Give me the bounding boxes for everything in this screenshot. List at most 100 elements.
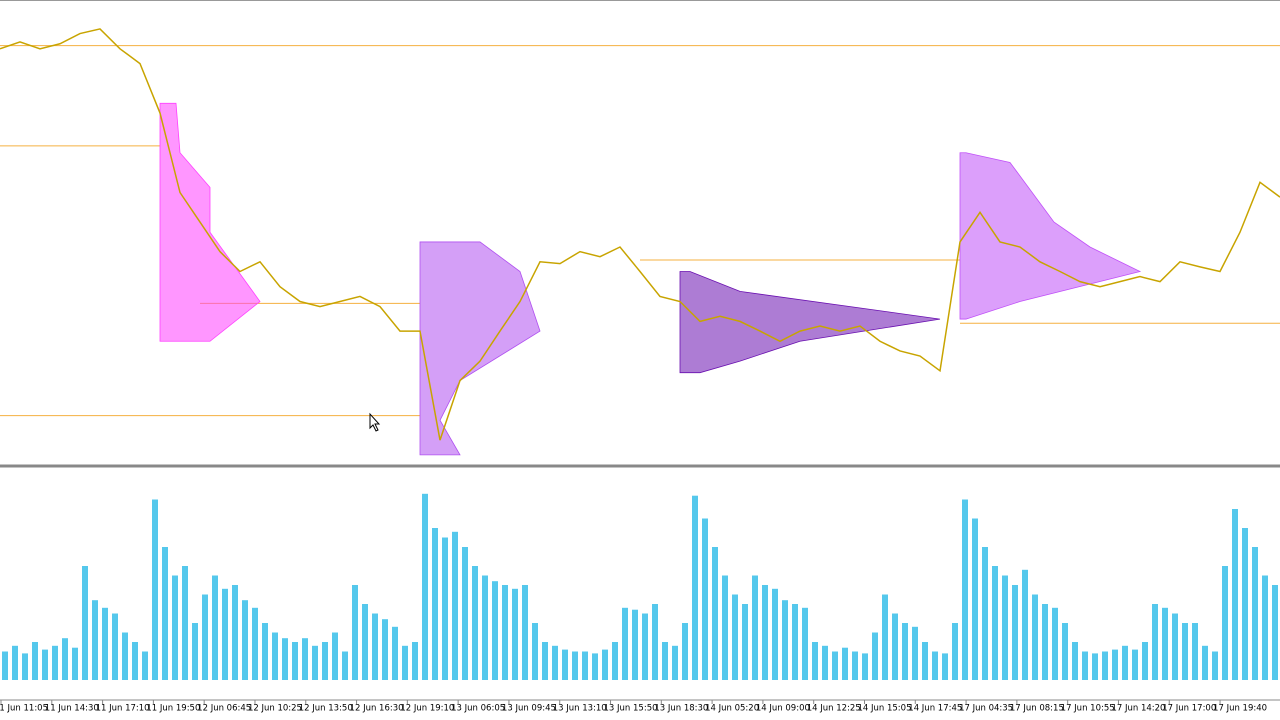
volume-bar xyxy=(1052,607,1058,680)
volume-bar xyxy=(482,575,488,680)
time-label: 17 Jun 10:55 xyxy=(1061,704,1115,714)
volume-bar xyxy=(302,638,308,680)
volume-bar xyxy=(612,642,618,680)
volume-bar xyxy=(1162,607,1168,680)
volume-bar xyxy=(682,623,688,680)
time-label: 17 Jun 17:00 xyxy=(1162,704,1216,714)
volume-bar xyxy=(502,585,508,680)
volume-bar xyxy=(522,585,528,680)
volume-bar xyxy=(832,651,838,680)
volume-bar xyxy=(622,607,628,680)
volume-bar xyxy=(1212,651,1218,680)
volume-bar xyxy=(962,499,968,680)
time-label: 17 Jun 08:15 xyxy=(1010,704,1064,714)
volume-bar xyxy=(882,594,888,680)
volume-bar xyxy=(862,653,868,680)
time-label: 12 Jun 13:50 xyxy=(299,704,353,714)
volume-bar xyxy=(462,547,468,680)
volume-bar xyxy=(1222,566,1228,680)
volume-bar xyxy=(752,575,758,680)
volume-bar xyxy=(92,600,98,680)
volume-bar xyxy=(912,626,918,680)
time-label: 12 Jun 10:25 xyxy=(248,704,302,714)
mouse-cursor xyxy=(369,412,381,432)
volume-bar xyxy=(442,537,448,680)
volume-profile xyxy=(159,102,261,342)
volume-bar xyxy=(362,604,368,680)
volume-bar xyxy=(422,493,428,680)
volume-profile xyxy=(679,271,941,374)
time-label: 17 Jun 19:40 xyxy=(1213,704,1267,714)
volume-bar xyxy=(182,566,188,680)
volume-bar xyxy=(662,642,668,680)
volume-bar xyxy=(22,653,28,680)
volume-bar xyxy=(342,651,348,680)
volume-bar xyxy=(572,651,578,680)
time-label: 14 Jun 05:20 xyxy=(705,704,759,714)
volume-bar xyxy=(1012,585,1018,680)
volume-bar xyxy=(352,585,358,680)
volume-bar xyxy=(1262,575,1268,680)
volume-bar xyxy=(72,647,78,680)
volume-bar xyxy=(1062,623,1068,680)
volume-bar xyxy=(782,600,788,680)
volume-bar xyxy=(1102,651,1108,680)
volume-bar xyxy=(402,645,408,680)
volume-bar xyxy=(312,645,318,680)
volume-bar xyxy=(642,613,648,680)
price-line xyxy=(0,28,1280,441)
volume-bar xyxy=(1032,594,1038,680)
time-label: 13 Jun 13:10 xyxy=(553,704,607,714)
volume-bar xyxy=(202,594,208,680)
volume-bar xyxy=(452,531,458,680)
volume-bar xyxy=(212,575,218,680)
time-label: 14 Jun 09:00 xyxy=(756,704,810,714)
time-label: 11 Jun 17:10 xyxy=(96,704,150,714)
time-label: 13 Jun 18:30 xyxy=(654,704,708,714)
time-label: 17 Jun 04:35 xyxy=(959,704,1013,714)
volume-bar xyxy=(322,642,328,680)
volume-bar xyxy=(52,645,58,680)
time-label: 17 Jun 14:20 xyxy=(1111,704,1165,714)
volume-bar xyxy=(792,604,798,680)
volume-bar xyxy=(602,649,608,680)
time-label: 14 Jun 17:45 xyxy=(908,704,962,714)
volume-bar xyxy=(332,632,338,680)
volume-bar xyxy=(1002,575,1008,680)
volume-bar xyxy=(392,626,398,680)
volume-bar xyxy=(1112,649,1118,680)
volume-bar xyxy=(532,623,538,680)
volume-bar xyxy=(382,619,388,680)
time-label: 11 Jun 11:05 xyxy=(0,704,48,714)
volume-bar xyxy=(932,651,938,680)
volume-bar xyxy=(232,585,238,680)
volume-bar xyxy=(262,623,268,680)
volume-bar xyxy=(2,651,8,680)
time-label: 11 Jun 14:30 xyxy=(45,704,99,714)
volume-bar xyxy=(702,518,708,680)
volume-bar xyxy=(122,632,128,680)
volume-bar xyxy=(632,609,638,680)
volume-bar xyxy=(762,585,768,680)
volume-bar xyxy=(1072,642,1078,680)
volume-bar xyxy=(692,495,698,680)
volume-bar xyxy=(812,642,818,680)
volume-bar xyxy=(842,647,848,680)
volume-bar xyxy=(892,613,898,680)
volume-bar xyxy=(822,645,828,680)
volume-bar xyxy=(512,588,518,680)
volume-bar xyxy=(1152,604,1158,680)
volume-bar xyxy=(192,623,198,680)
time-label: 13 Jun 06:05 xyxy=(451,704,505,714)
volume-bar xyxy=(872,632,878,680)
volume-bar xyxy=(1242,528,1248,680)
volume-bar xyxy=(542,642,548,680)
volume-bar xyxy=(292,642,298,680)
volume-bar xyxy=(412,642,418,680)
volume-bar xyxy=(242,600,248,680)
volume-bar xyxy=(1142,642,1148,680)
volume-bar xyxy=(1132,649,1138,680)
